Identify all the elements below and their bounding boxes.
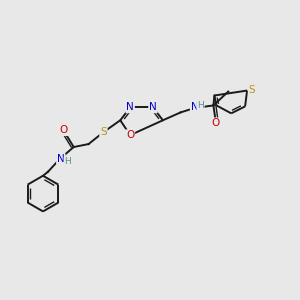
Text: H: H <box>64 158 71 166</box>
Text: O: O <box>211 118 220 128</box>
Text: N: N <box>149 102 157 112</box>
Text: N: N <box>57 154 65 164</box>
Text: O: O <box>126 130 134 140</box>
Text: H: H <box>197 101 204 110</box>
Text: S: S <box>100 127 107 137</box>
Text: N: N <box>191 102 199 112</box>
Text: O: O <box>60 125 68 135</box>
Text: S: S <box>249 85 255 94</box>
Text: N: N <box>126 102 134 112</box>
